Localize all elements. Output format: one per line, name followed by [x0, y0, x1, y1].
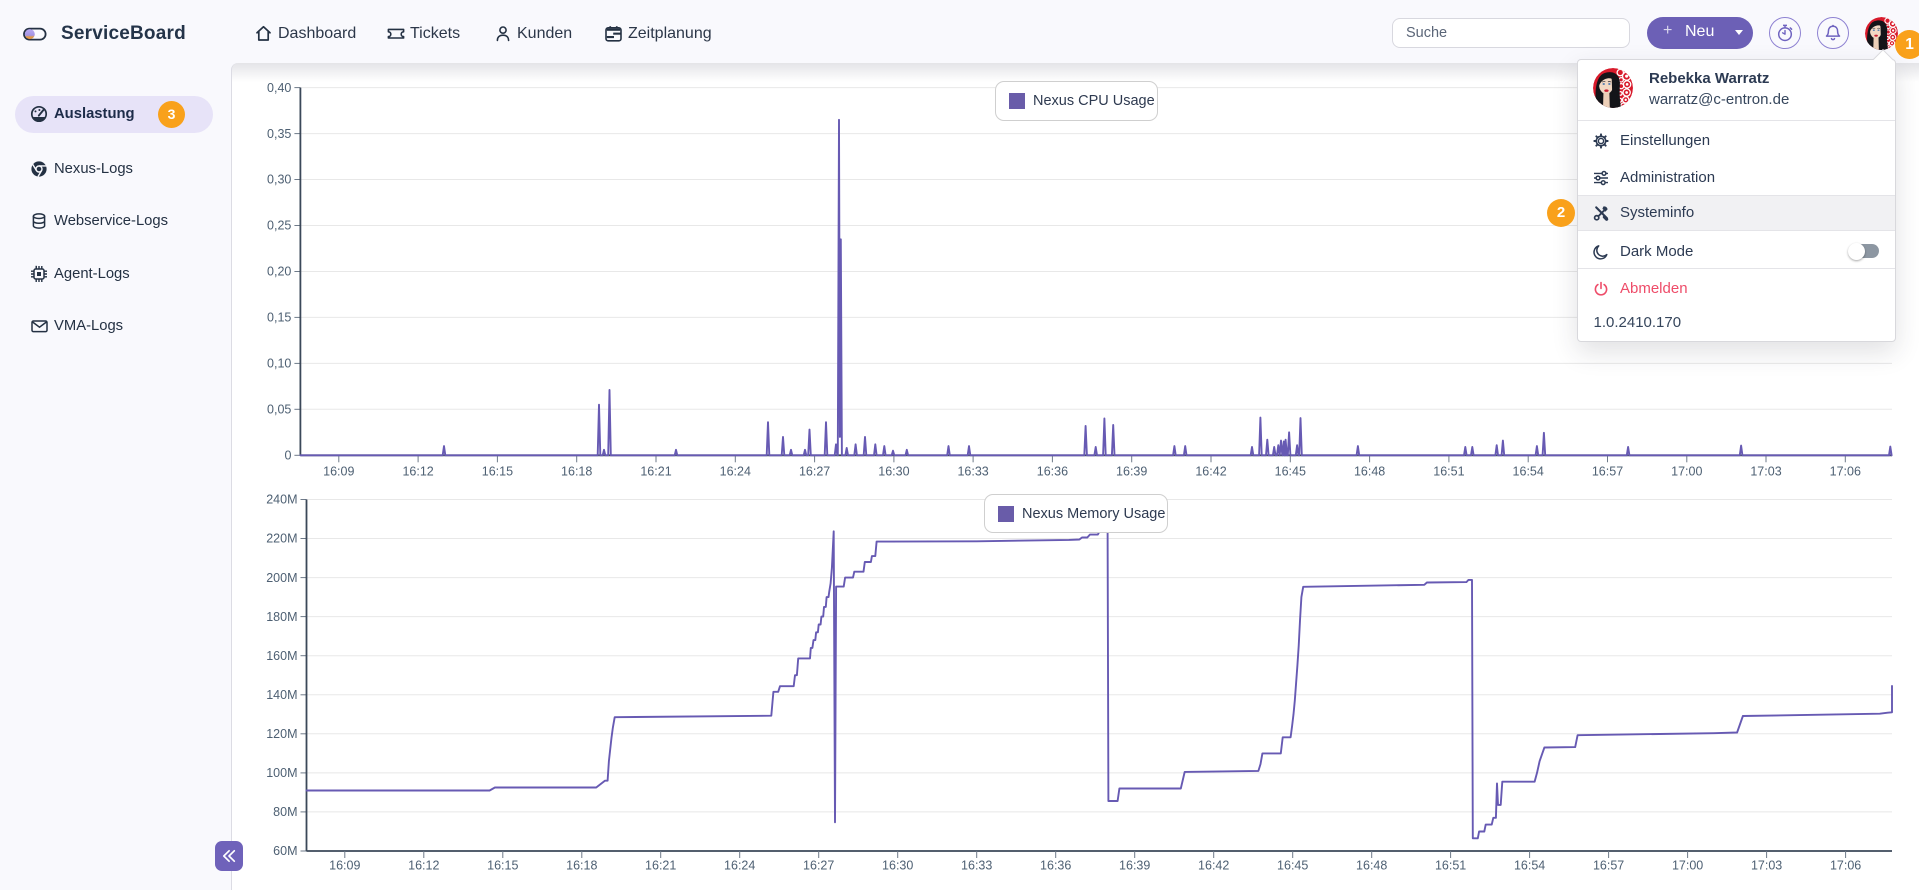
svg-text:0,05: 0,05 [267, 403, 291, 417]
svg-text:100M: 100M [266, 766, 297, 780]
svg-text:17:03: 17:03 [1751, 859, 1782, 873]
svg-text:16:33: 16:33 [961, 859, 992, 873]
svg-text:17:00: 17:00 [1672, 859, 1703, 873]
svg-text:16:27: 16:27 [803, 859, 834, 873]
svg-text:0: 0 [284, 449, 291, 463]
svg-text:17:06: 17:06 [1830, 465, 1861, 479]
svg-text:16:45: 16:45 [1277, 859, 1308, 873]
svg-text:16:30: 16:30 [882, 859, 913, 873]
svg-text:16:09: 16:09 [323, 465, 354, 479]
svg-text:0,20: 0,20 [267, 265, 291, 279]
svg-text:16:42: 16:42 [1195, 465, 1226, 479]
svg-text:0,25: 0,25 [267, 219, 291, 233]
svg-text:16:24: 16:24 [724, 859, 755, 873]
svg-text:16:12: 16:12 [408, 859, 439, 873]
svg-text:160M: 160M [266, 649, 297, 663]
svg-text:16:30: 16:30 [878, 465, 909, 479]
svg-text:16:09: 16:09 [329, 859, 360, 873]
svg-text:0,10: 0,10 [267, 357, 291, 371]
svg-text:17:03: 17:03 [1750, 465, 1781, 479]
svg-text:16:36: 16:36 [1037, 465, 1068, 479]
svg-text:16:42: 16:42 [1198, 859, 1229, 873]
svg-text:60M: 60M [273, 844, 297, 858]
svg-text:16:18: 16:18 [561, 465, 592, 479]
svg-text:16:57: 16:57 [1592, 465, 1623, 479]
svg-text:16:36: 16:36 [1040, 859, 1071, 873]
svg-text:0,15: 0,15 [267, 311, 291, 325]
svg-text:120M: 120M [266, 727, 297, 741]
svg-text:16:51: 16:51 [1433, 465, 1464, 479]
svg-text:17:00: 17:00 [1671, 465, 1702, 479]
svg-text:16:15: 16:15 [487, 859, 518, 873]
svg-text:16:39: 16:39 [1116, 465, 1147, 479]
svg-text:16:21: 16:21 [640, 465, 671, 479]
svg-text:16:27: 16:27 [799, 465, 830, 479]
svg-text:16:33: 16:33 [957, 465, 988, 479]
svg-text:0,35: 0,35 [267, 127, 291, 141]
svg-text:16:48: 16:48 [1356, 859, 1387, 873]
svg-text:240M: 240M [266, 493, 297, 507]
svg-text:180M: 180M [266, 610, 297, 624]
svg-text:16:45: 16:45 [1275, 465, 1306, 479]
svg-text:17:06: 17:06 [1830, 859, 1861, 873]
svg-text:16:57: 16:57 [1593, 859, 1624, 873]
svg-text:16:54: 16:54 [1514, 859, 1545, 873]
svg-text:16:51: 16:51 [1435, 859, 1466, 873]
svg-text:16:12: 16:12 [402, 465, 433, 479]
svg-text:16:18: 16:18 [566, 859, 597, 873]
svg-text:16:21: 16:21 [645, 859, 676, 873]
svg-text:16:54: 16:54 [1513, 465, 1544, 479]
svg-text:16:48: 16:48 [1354, 465, 1385, 479]
svg-text:220M: 220M [266, 532, 297, 546]
svg-text:16:39: 16:39 [1119, 859, 1150, 873]
svg-text:0,30: 0,30 [267, 173, 291, 187]
svg-text:0,40: 0,40 [267, 81, 291, 95]
svg-text:140M: 140M [266, 688, 297, 702]
svg-text:16:24: 16:24 [720, 465, 751, 479]
svg-text:80M: 80M [273, 805, 297, 819]
svg-text:200M: 200M [266, 571, 297, 585]
svg-text:16:15: 16:15 [482, 465, 513, 479]
